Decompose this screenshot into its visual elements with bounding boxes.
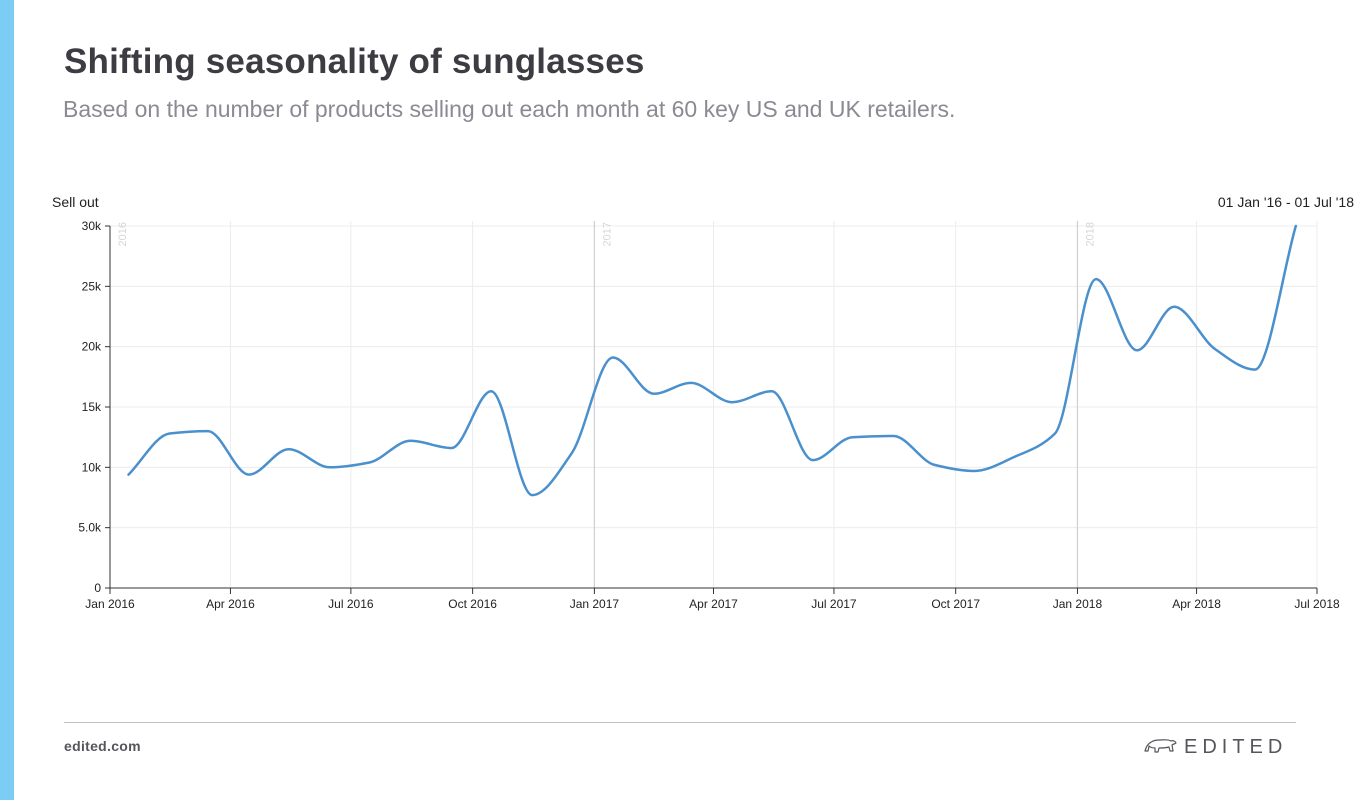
y-axis-label: Sell out [52,194,99,210]
brand-logo: EDITED [1144,733,1287,761]
footer-divider [64,722,1296,723]
x-tick-label: Jul 2017 [811,597,857,611]
y-tick-label: 5.0k [78,521,102,535]
polar-bear-icon [1144,735,1178,760]
y-tick-label: 0 [94,581,101,595]
year-marker-label: 2017 [601,222,613,246]
y-tick-label: 15k [82,400,102,414]
year-marker-label: 2016 [117,222,129,246]
x-tick-label: Apr 2018 [1172,597,1221,611]
axes: 0 5.0k 10k 15k 20k 25k 30k Jan 2016 Apr 2016 Jul … [78,219,1340,611]
page-title: Shifting seasonality of sunglasses [64,42,645,81]
y-tick-label: 10k [82,460,102,474]
brand-wordmark: EDITED [1184,735,1288,758]
x-tick-label: Apr 2017 [689,597,738,611]
accent-bar [0,0,14,800]
x-tick-label: Oct 2017 [931,597,980,611]
y-tick-label: 25k [82,279,102,293]
y-tick-label: 30k [82,219,102,233]
x-tick-label: Jan 2017 [570,597,620,611]
footer-site: edited.com [64,738,141,754]
line-chart: 2016 2017 2018 0 5.0k 10k 15k 20k 25k 30k Jan 201… [52,194,1354,611]
year-markers: 2016 2017 2018 [117,221,1096,588]
x-tick-label: Jul 2018 [1294,597,1340,611]
x-tick-label: Jan 2018 [1053,597,1103,611]
x-tick-label: Jan 2016 [85,597,135,611]
grid-layer [110,221,1318,588]
series-line [127,224,1298,497]
x-tick-label: Jul 2016 [328,597,374,611]
page-subtitle: Based on the number of products selling … [63,96,956,122]
y-tick-label: 20k [82,340,102,354]
date-range-label: 01 Jan '16 - 01 Jul '18 [1218,194,1354,210]
year-marker-label: 2018 [1084,222,1096,246]
x-tick-label: Oct 2016 [448,597,497,611]
x-tick-label: Apr 2016 [206,597,255,611]
